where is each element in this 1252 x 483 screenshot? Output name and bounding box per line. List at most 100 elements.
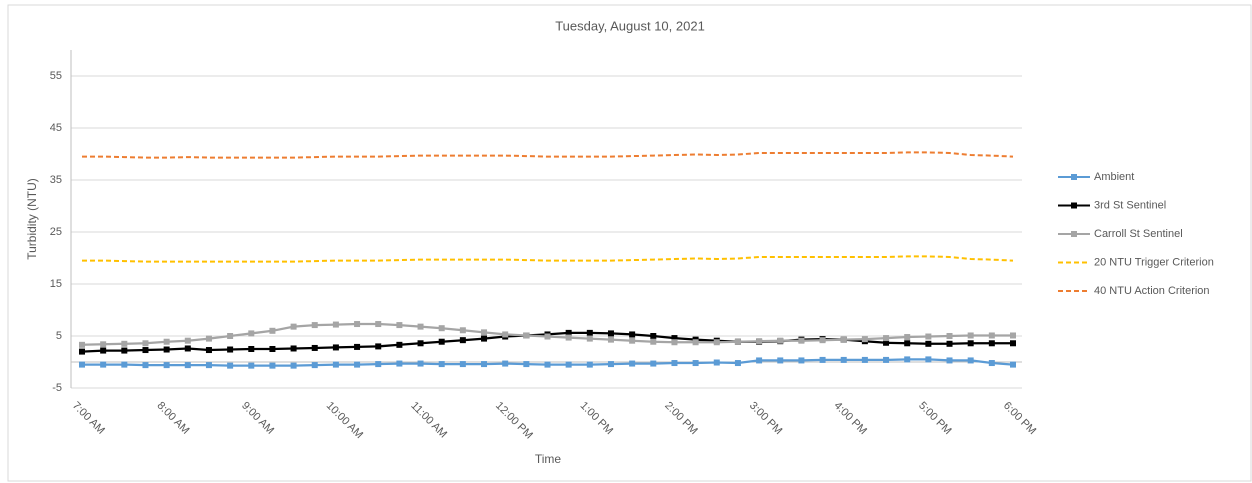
series-marker xyxy=(354,343,361,350)
series-marker xyxy=(544,361,551,368)
series-marker xyxy=(332,361,339,368)
series-marker xyxy=(819,356,826,363)
series-marker xyxy=(671,335,678,342)
y-tick-label: 5 xyxy=(56,330,62,342)
y-tick-label: -5 xyxy=(52,382,62,394)
legend-label: Ambient xyxy=(1094,171,1134,183)
series-marker xyxy=(777,357,784,364)
legend-label: 20 NTU Trigger Criterion xyxy=(1094,256,1214,268)
series-marker xyxy=(417,323,424,330)
series-marker xyxy=(607,330,614,337)
y-tick-label: 35 xyxy=(50,174,62,186)
series-marker xyxy=(798,337,805,344)
series-marker xyxy=(100,347,107,354)
series-marker xyxy=(481,335,488,342)
series-marker xyxy=(396,322,403,329)
series-marker xyxy=(883,356,890,363)
series-marker xyxy=(523,361,530,368)
series-marker xyxy=(671,339,678,346)
series-marker xyxy=(883,335,890,342)
series-marker xyxy=(946,340,953,347)
series-marker xyxy=(925,340,932,347)
series-marker xyxy=(121,361,128,368)
series-marker xyxy=(481,361,488,368)
series-marker xyxy=(861,336,868,343)
series-marker xyxy=(713,339,720,346)
series-marker xyxy=(713,359,720,366)
series-marker xyxy=(777,337,784,344)
series-marker xyxy=(248,362,255,369)
series-marker xyxy=(459,361,466,368)
series-marker xyxy=(586,361,593,368)
legend-marker xyxy=(1071,231,1077,237)
series-marker xyxy=(375,321,382,328)
series-marker xyxy=(586,335,593,342)
series-marker xyxy=(79,341,85,348)
series-marker xyxy=(692,339,699,346)
series-marker xyxy=(248,346,255,352)
series-marker xyxy=(205,362,212,369)
series-marker xyxy=(79,348,85,355)
series-line xyxy=(82,255,1014,263)
series-marker xyxy=(798,357,805,364)
series-marker xyxy=(904,340,911,347)
series-marker xyxy=(840,356,847,363)
series-marker xyxy=(502,331,509,338)
series-marker xyxy=(629,360,636,367)
series-marker xyxy=(607,361,614,368)
series-marker xyxy=(1010,361,1016,368)
series-marker xyxy=(290,362,297,369)
series-marker xyxy=(565,361,572,368)
series-marker xyxy=(100,361,107,368)
series-marker xyxy=(354,321,361,328)
series-marker xyxy=(375,361,382,368)
series-marker xyxy=(904,334,911,341)
series-marker xyxy=(332,344,339,351)
series-marker xyxy=(967,340,974,347)
series-marker xyxy=(904,356,911,363)
series-marker xyxy=(269,346,276,352)
series-marker xyxy=(925,333,932,340)
series-marker xyxy=(946,357,953,364)
series-marker xyxy=(184,345,191,352)
series-marker xyxy=(121,340,128,347)
series-marker xyxy=(227,362,234,369)
series-marker xyxy=(756,357,763,364)
legend-label: 40 NTU Action Criterion xyxy=(1094,285,1210,297)
series-marker xyxy=(121,347,128,354)
series-marker xyxy=(1010,332,1016,339)
series-marker xyxy=(79,361,85,368)
legend-label: Carroll St Sentinel xyxy=(1094,228,1183,240)
series-marker xyxy=(650,338,657,345)
x-axis-title: Time xyxy=(535,452,562,466)
legend-marker xyxy=(1071,202,1077,209)
series-marker xyxy=(311,322,318,329)
series-marker xyxy=(459,327,466,334)
series-marker xyxy=(311,344,318,351)
series-marker xyxy=(988,332,995,339)
series-marker xyxy=(586,329,593,336)
series-marker xyxy=(269,327,276,334)
series-marker xyxy=(671,360,678,367)
series-line xyxy=(82,151,1014,159)
series-marker xyxy=(375,343,382,350)
series-marker xyxy=(417,340,424,347)
series-marker xyxy=(332,321,339,328)
series-marker xyxy=(840,336,847,343)
series-marker xyxy=(988,340,995,347)
chart-title: Tuesday, August 10, 2021 xyxy=(555,18,705,33)
y-tick-label: 45 xyxy=(50,122,62,134)
series-marker xyxy=(692,360,699,367)
series-marker xyxy=(967,332,974,339)
y-tick-label: 55 xyxy=(50,70,62,82)
series-marker xyxy=(248,330,255,337)
series-marker xyxy=(988,360,995,367)
series-marker xyxy=(565,329,572,336)
series-marker xyxy=(756,338,763,345)
series-marker xyxy=(142,362,149,369)
series-marker xyxy=(925,356,932,363)
series-marker xyxy=(438,338,445,345)
series-marker xyxy=(184,362,191,369)
y-tick-label: 25 xyxy=(50,226,62,238)
